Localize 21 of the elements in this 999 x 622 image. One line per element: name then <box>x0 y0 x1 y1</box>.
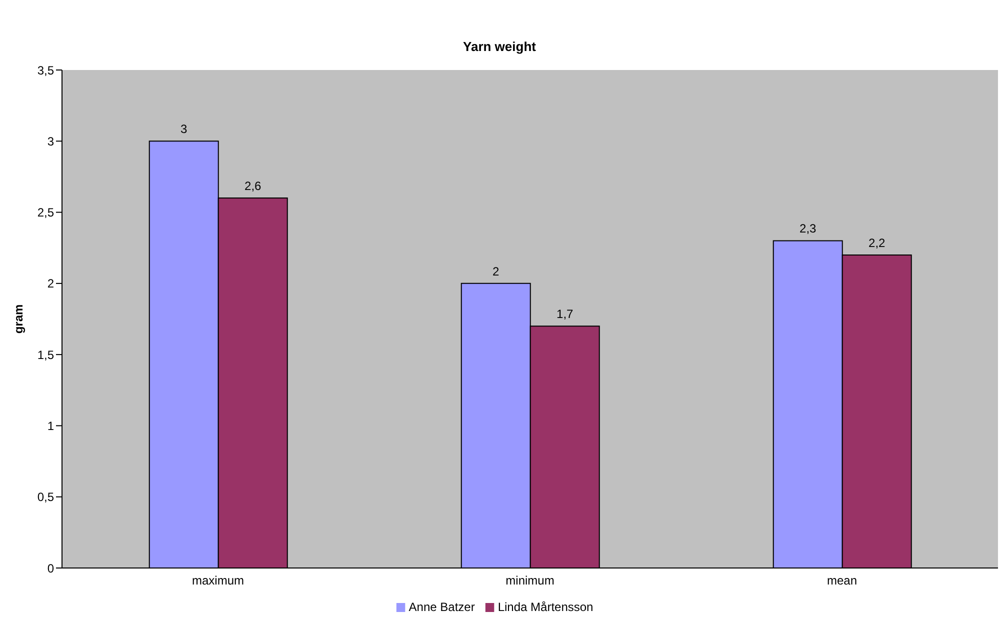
y-tick-label: 0 <box>47 561 54 576</box>
y-tick-label: 2,5 <box>37 206 54 220</box>
data-label: 1,7 <box>556 307 574 322</box>
data-label: 2,2 <box>868 236 886 250</box>
y-tick-label: 0,5 <box>37 490 54 504</box>
y-tick-label: 1,5 <box>37 348 54 362</box>
legend-label: Anne Batzer <box>408 600 475 614</box>
data-label: 2,6 <box>244 179 262 194</box>
chart-title: Yarn weight <box>462 39 537 54</box>
y-tick-label: 1 <box>47 418 54 433</box>
x-tick-label: minimum <box>506 574 554 588</box>
y-tick-label: 3,5 <box>37 63 54 78</box>
y-tick-label: 3 <box>47 134 54 148</box>
y-tick-label: 2 <box>47 276 54 291</box>
legend-label: Linda Mårtensson <box>498 600 594 614</box>
data-label: 3 <box>180 122 188 136</box>
x-tick-label: mean <box>826 574 858 588</box>
data-label: 2 <box>492 264 500 278</box>
x-tick-label: maximum <box>192 574 244 588</box>
y-axis-title: gram <box>11 304 26 334</box>
data-label: 2,3 <box>800 222 817 236</box>
